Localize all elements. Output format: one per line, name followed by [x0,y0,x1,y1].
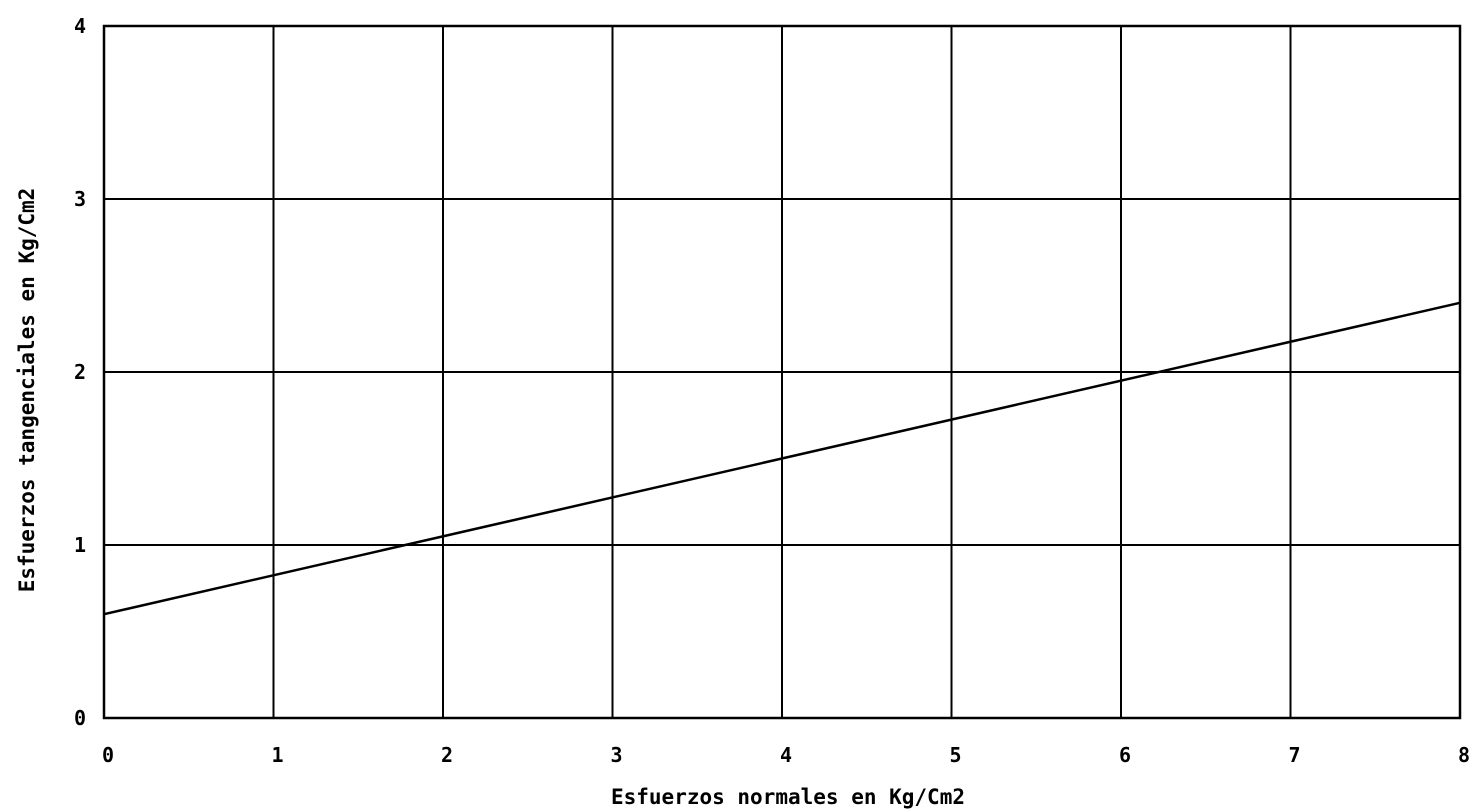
x-tick-label: 5 [949,743,961,767]
y-tick-label: 4 [74,14,86,38]
y-tick-label: 3 [74,187,86,211]
x-tick-label: 7 [1288,743,1300,767]
y-tick-label: 0 [74,706,86,730]
series-line [103,301,1461,616]
x-tick-label: 2 [441,743,453,767]
x-tick-label: 8 [1458,743,1470,767]
x-tick-label: 4 [780,743,792,767]
series-group [103,301,1461,616]
x-tick-label: 3 [610,743,622,767]
plot-frame [102,24,1462,720]
y-tick-labels: 0 1 2 3 4 [74,14,86,730]
grid [104,26,1460,718]
y-axis-title: Esfuerzos tangenciales en Kg/Cm2 [15,188,39,593]
y-tick-label: 1 [74,533,86,557]
x-tick-labels: 0 1 2 3 4 5 6 7 8 [102,743,1470,767]
x-tick-label: 6 [1119,743,1131,767]
x-tick-label: 0 [102,743,114,767]
x-tick-label: 1 [271,743,283,767]
x-axis-title: Esfuerzos normales en Kg/Cm2 [611,785,965,809]
y-tick-label: 2 [74,360,86,384]
